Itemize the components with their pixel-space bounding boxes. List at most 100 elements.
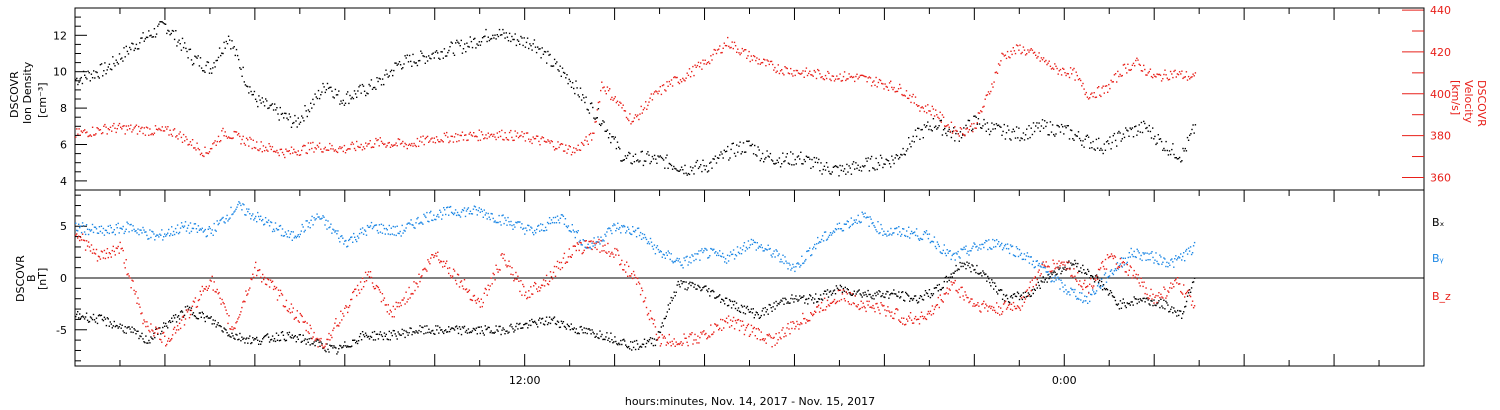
data-point-By bbox=[558, 222, 561, 224]
data-point-Bx bbox=[175, 321, 178, 323]
data-point-By bbox=[776, 250, 778, 252]
data-point-By bbox=[396, 225, 398, 227]
data-point-By bbox=[803, 262, 805, 264]
data-point-By bbox=[1047, 271, 1049, 273]
data-point-density bbox=[792, 153, 794, 155]
data-point-Bx bbox=[525, 322, 527, 325]
data-point-density bbox=[1027, 138, 1029, 140]
data-point-velocity bbox=[253, 146, 256, 149]
data-point-Bx bbox=[742, 312, 745, 314]
data-point-By bbox=[112, 231, 114, 233]
data-point-Bz bbox=[500, 254, 502, 256]
data-point-Bx bbox=[460, 333, 463, 336]
data-point-By bbox=[1183, 252, 1185, 254]
data-point-velocity bbox=[962, 133, 964, 135]
data-point-By bbox=[438, 216, 440, 218]
data-point-Bx bbox=[228, 334, 230, 336]
data-point-velocity bbox=[864, 75, 866, 78]
data-point-Bx bbox=[810, 295, 812, 297]
data-point-velocity bbox=[1091, 92, 1093, 94]
data-point-By bbox=[546, 221, 549, 224]
data-point-Bx bbox=[817, 301, 819, 303]
data-point-Bz bbox=[499, 269, 501, 271]
data-point-Bx bbox=[322, 347, 324, 350]
data-point-velocity bbox=[587, 143, 589, 145]
data-point-By bbox=[532, 231, 534, 234]
data-point-Bz bbox=[436, 255, 438, 257]
data-point-velocity bbox=[82, 130, 85, 132]
data-point-velocity bbox=[76, 128, 78, 130]
data-point-Bx bbox=[550, 318, 553, 320]
data-point-density bbox=[573, 87, 575, 90]
data-point-Bx bbox=[1071, 264, 1073, 266]
data-point-density bbox=[877, 162, 880, 164]
data-point-By bbox=[319, 218, 321, 220]
data-point-By bbox=[393, 234, 395, 236]
data-point-Bx bbox=[916, 302, 919, 304]
data-point-By bbox=[1027, 255, 1030, 258]
data-point-By bbox=[682, 267, 684, 269]
data-point-Bx bbox=[283, 338, 286, 341]
data-point-velocity bbox=[895, 90, 897, 93]
data-point-By bbox=[107, 225, 109, 227]
data-point-By bbox=[935, 247, 938, 250]
data-point-Bz bbox=[418, 273, 420, 275]
data-point-By bbox=[581, 244, 583, 246]
data-point-By bbox=[570, 231, 572, 233]
data-point-density bbox=[737, 151, 739, 153]
data-point-velocity bbox=[1085, 91, 1087, 94]
data-point-By bbox=[140, 229, 142, 231]
data-point-density bbox=[402, 67, 404, 69]
data-point-Bz bbox=[424, 267, 426, 270]
data-point-density bbox=[270, 104, 272, 106]
data-point-density bbox=[560, 75, 562, 77]
data-point-Bz bbox=[570, 256, 572, 258]
data-point-Bx bbox=[1055, 274, 1057, 276]
data-point-Bx bbox=[497, 330, 499, 332]
data-point-Bz bbox=[631, 273, 633, 275]
data-point-By bbox=[209, 227, 211, 230]
data-point-By bbox=[497, 221, 499, 224]
data-point-velocity bbox=[1191, 76, 1193, 78]
data-point-density bbox=[269, 104, 271, 107]
data-point-Bz bbox=[474, 299, 477, 302]
data-point-density bbox=[303, 120, 305, 122]
data-point-By bbox=[642, 237, 645, 239]
data-point-Bx bbox=[310, 337, 312, 340]
data-point-Bx bbox=[411, 333, 413, 336]
data-point-Bx bbox=[788, 302, 790, 304]
data-point-velocity bbox=[804, 70, 806, 72]
data-point-velocity bbox=[651, 99, 654, 101]
data-point-By bbox=[158, 236, 160, 238]
data-point-velocity bbox=[167, 126, 169, 128]
data-point-velocity bbox=[106, 133, 108, 135]
data-point-density bbox=[918, 127, 920, 130]
data-point-density bbox=[742, 142, 745, 144]
data-point-By bbox=[384, 233, 386, 235]
data-point-Bx bbox=[103, 316, 106, 318]
data-point-velocity bbox=[1004, 54, 1007, 56]
data-point-Bz bbox=[214, 290, 216, 293]
data-point-velocity bbox=[1194, 72, 1197, 74]
data-point-By bbox=[550, 219, 553, 221]
data-point-Bz bbox=[638, 283, 641, 285]
data-point-Bx bbox=[76, 313, 78, 316]
data-point-Bz bbox=[442, 266, 444, 268]
data-point-density bbox=[226, 43, 229, 45]
data-point-Bz bbox=[231, 326, 233, 328]
data-point-By bbox=[1074, 288, 1076, 291]
data-point-By bbox=[944, 252, 946, 255]
data-point-velocity bbox=[649, 97, 651, 99]
data-point-Bz bbox=[375, 284, 378, 287]
data-point-Bx bbox=[824, 290, 827, 292]
data-point-By bbox=[593, 237, 595, 239]
data-point-By bbox=[565, 225, 568, 227]
data-point-By bbox=[240, 204, 242, 207]
data-point-Bz bbox=[457, 274, 460, 276]
data-point-By bbox=[224, 222, 226, 224]
data-point-Bx bbox=[1013, 293, 1016, 295]
data-point-Bz bbox=[270, 281, 273, 283]
data-point-Bz bbox=[382, 299, 385, 301]
data-point-density bbox=[324, 91, 326, 94]
data-point-By bbox=[1131, 253, 1133, 256]
